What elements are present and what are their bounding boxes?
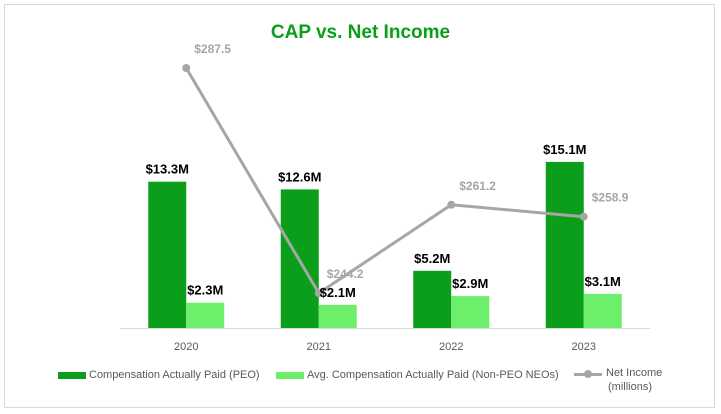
bar-peo-2022 — [413, 270, 452, 328]
net-income-point-2020 — [182, 64, 191, 72]
legend-swatch-peo — [58, 372, 86, 379]
data-label-net-income-2020: $287.5 — [194, 42, 231, 56]
data-label-peo-2022: $5.2M — [414, 251, 450, 266]
legend-item-neo: Avg. Compensation Actually Paid (Non-PEO… — [276, 368, 559, 382]
bar-neo-2023 — [583, 293, 622, 328]
net-income-point-2022 — [447, 200, 456, 209]
chart-title: CAP vs. Net Income — [270, 22, 451, 43]
x-tick-label-2020: 2020 — [174, 341, 198, 353]
legend-label-net-income-line1: Net Income — [606, 367, 663, 379]
bar-peo-2020 — [148, 181, 187, 328]
bar-peo-2023 — [545, 161, 584, 328]
data-label-net-income-2022: $261.2 — [459, 179, 496, 193]
chart-frame — [4, 4, 715, 408]
net-income-point-2023 — [579, 212, 588, 221]
legend-item-net-income: Net Income (millions) — [574, 366, 662, 394]
x-tick-label-2022: 2022 — [439, 341, 463, 353]
bar-neo-2021 — [318, 304, 357, 328]
data-label-peo-2020: $13.3M — [146, 162, 189, 177]
data-label-neo-2021: $2.1M — [320, 285, 356, 300]
bar-neo-2020 — [186, 302, 225, 328]
data-label-peo-2023: $15.1M — [543, 142, 586, 157]
bar-neo-2022 — [451, 296, 490, 328]
legend-swatch-neo — [276, 372, 304, 379]
net-income-point-2021 — [314, 289, 323, 298]
data-label-neo-2020: $2.3M — [187, 283, 223, 298]
legend: Compensation Actually Paid (PEO) Avg. Co… — [0, 364, 721, 404]
data-label-peo-2021: $12.6M — [278, 169, 321, 184]
legend-item-peo: Compensation Actually Paid (PEO) — [58, 368, 260, 382]
legend-label-net-income-line2: (millions) — [608, 381, 652, 393]
legend-label-peo: Compensation Actually Paid (PEO) — [89, 369, 260, 381]
legend-swatch-net-income — [574, 366, 602, 382]
x-tick-label-2023: 2023 — [572, 341, 596, 353]
legend-label-neo: Avg. Compensation Actually Paid (Non-PEO… — [307, 369, 559, 381]
data-label-net-income-2021: $244.2 — [327, 267, 364, 281]
data-label-net-income-2023: $258.9 — [592, 191, 629, 205]
x-tick-label-2021: 2021 — [307, 341, 331, 353]
legend-label-net-income: Net Income (millions) — [606, 366, 662, 394]
data-label-neo-2023: $3.1M — [585, 274, 621, 289]
data-label-neo-2022: $2.9M — [452, 276, 488, 291]
net-income-line — [184, 67, 584, 295]
